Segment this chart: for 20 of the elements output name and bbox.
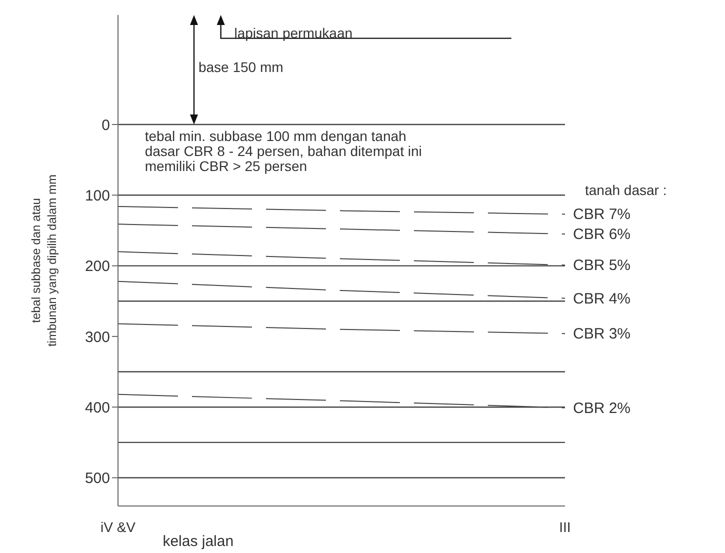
series-label: CBR 6% xyxy=(573,226,631,244)
series-label: CBR 2% xyxy=(573,400,631,417)
y-tick-label: 0 xyxy=(102,116,110,134)
x-tick-label: III xyxy=(559,518,571,535)
y-tick-label: 500 xyxy=(84,470,110,488)
annotation: base 150 mm xyxy=(198,58,284,74)
annotation: lapisan permukaan xyxy=(234,24,353,41)
series-label: CBR 5% xyxy=(573,257,631,274)
y-axis-title: tebal subbase dan atau timbunan yang dipilih dalam mm xyxy=(29,174,59,347)
y-tick-label: 300 xyxy=(84,328,110,346)
y-tick-label: 400 xyxy=(84,399,110,416)
x-axis-title: kelas jalan xyxy=(162,533,234,550)
series-label: CBR 3% xyxy=(573,326,631,343)
y-tick-label: 100 xyxy=(84,187,110,204)
y-tick-label: 200 xyxy=(84,258,110,276)
series-label: CBR 7% xyxy=(573,206,631,224)
annotation: tebal min. subbase 100 mm dengan tanah dasar CBR 8 - 24 persen, bahan ditempat ini memiliki CBR > 25 persen xyxy=(144,128,422,174)
text: tanah dasar : xyxy=(585,182,667,198)
x-tick-label: iV &V xyxy=(100,518,136,535)
series-label: CBR 4% xyxy=(573,290,631,308)
